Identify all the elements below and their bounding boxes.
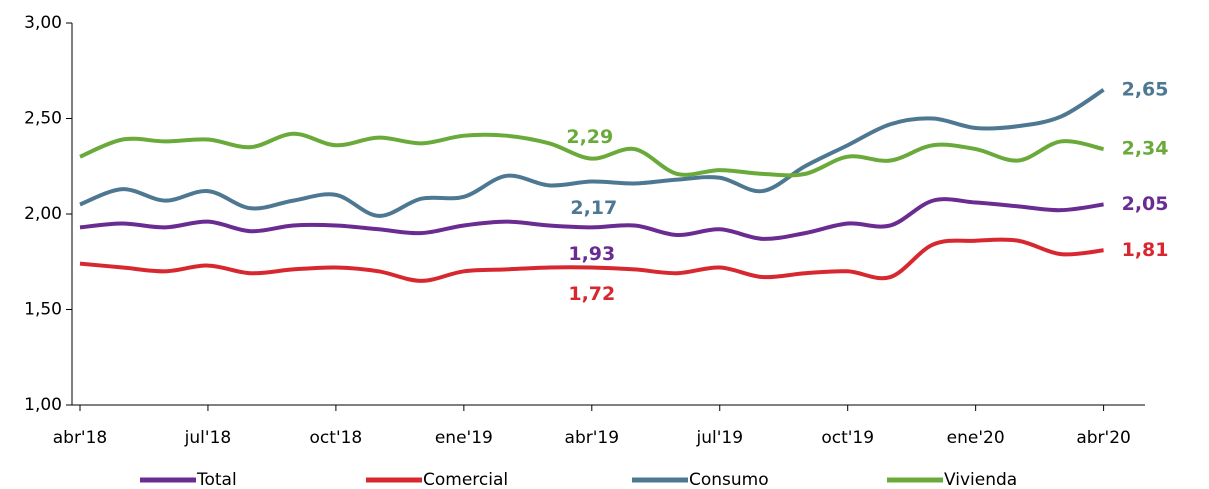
y-tick-label: 2,00 [24,204,62,224]
value-label: 2,65 [1122,78,1169,100]
value-label: 2,17 [570,197,617,219]
y-tick-label: 1,50 [24,300,62,320]
x-tick-label: ene'20 [947,428,1005,448]
x-tick-label: oct'19 [821,428,874,448]
value-label: 1,93 [568,243,615,265]
series-line [79,131,1105,178]
x-tick-label: jul'19 [695,428,743,448]
value-label: 2,05 [1122,193,1169,215]
legend-label: Comercial [423,470,508,489]
x-tick-label: jul'18 [184,428,232,448]
series-line [79,197,1104,241]
series-line [79,237,1104,283]
value-label: 2,34 [1122,138,1169,160]
value-label: 1,81 [1122,239,1169,261]
value-label: 1,72 [568,283,615,305]
x-tick-label: abr'18 [53,428,108,448]
x-tick-label: ene'19 [435,428,493,448]
y-tick-label: 3,00 [24,13,62,33]
value-label: 2,29 [566,126,613,148]
x-tick-label: abr'20 [1076,428,1131,448]
y-tick-label: 2,50 [24,109,62,129]
x-tick-label: abr'19 [565,428,620,448]
legend-label: Consumo [689,470,769,489]
series-line [79,88,1105,218]
y-tick-label: 1,00 [24,395,62,415]
x-tick-label: oct'18 [310,428,363,448]
legend-label: Total [196,470,237,489]
legend-label: Vivienda [944,470,1017,489]
